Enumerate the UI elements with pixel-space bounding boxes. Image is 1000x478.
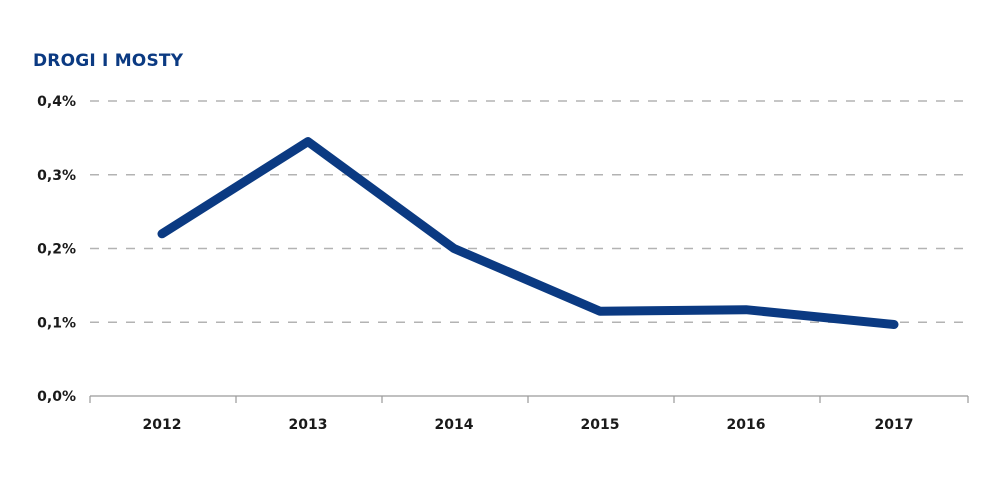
y-axis-ticks: 0,0% 0,1% 0,2% 0,3% 0,4% xyxy=(37,94,76,405)
x-tick-label: 2015 xyxy=(581,417,620,433)
x-tick-label: 2013 xyxy=(289,417,328,433)
x-tick-label: 2016 xyxy=(727,417,766,433)
x-tick-label: 2012 xyxy=(143,417,182,433)
y-tick-label: 0,1% xyxy=(37,315,76,331)
x-tick-label: 2014 xyxy=(435,417,474,433)
gridlines xyxy=(90,100,968,323)
x-axis xyxy=(89,395,969,403)
y-tick-label: 0,4% xyxy=(37,94,76,110)
x-axis-ticks: 2012 2013 2014 2015 2016 2017 xyxy=(143,417,914,433)
chart-title: DROGI I MOSTY xyxy=(33,51,184,71)
x-tick-label: 2017 xyxy=(875,417,914,433)
series-line xyxy=(157,137,899,329)
y-tick-label: 0,3% xyxy=(37,168,76,184)
series-layer xyxy=(157,137,899,329)
y-tick-label: 0,0% xyxy=(37,389,76,405)
y-tick-label: 0,2% xyxy=(37,242,76,258)
